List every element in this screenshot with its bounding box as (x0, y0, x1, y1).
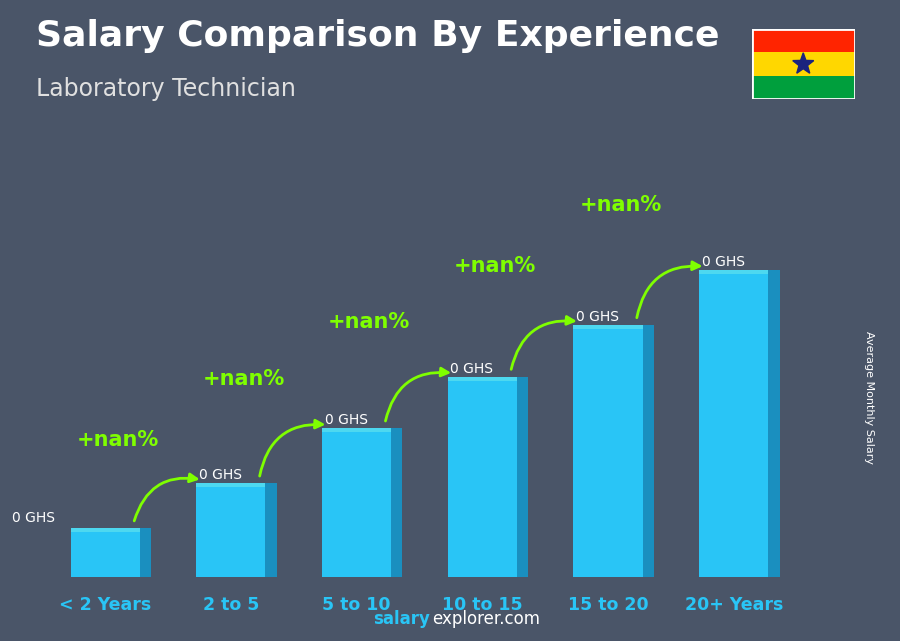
Text: salary: salary (374, 610, 430, 628)
Bar (322, 432, 392, 577)
Bar (517, 381, 528, 577)
Bar (643, 329, 654, 577)
Bar (447, 381, 517, 577)
Bar (573, 325, 643, 329)
Bar (643, 325, 654, 329)
Text: +nan%: +nan% (454, 256, 536, 276)
Bar (752, 76, 855, 99)
Bar (70, 528, 140, 532)
Bar (752, 29, 855, 53)
Text: 5 to 10: 5 to 10 (322, 596, 391, 614)
Bar (573, 329, 643, 577)
Text: 10 to 15: 10 to 15 (442, 596, 523, 614)
Bar (769, 274, 779, 577)
Text: < 2 Years: < 2 Years (59, 596, 151, 614)
Text: 0 GHS: 0 GHS (199, 468, 242, 482)
Text: Average Monthly Salary: Average Monthly Salary (863, 331, 874, 464)
Bar (699, 270, 769, 274)
Text: 0 GHS: 0 GHS (702, 255, 744, 269)
Text: explorer.com: explorer.com (432, 610, 540, 628)
Bar (70, 532, 140, 577)
Bar (769, 270, 779, 274)
Bar (140, 528, 151, 532)
Bar (196, 483, 266, 487)
Bar (196, 487, 266, 577)
Text: +nan%: +nan% (580, 196, 662, 215)
Bar (392, 432, 402, 577)
Text: Salary Comparison By Experience: Salary Comparison By Experience (36, 19, 719, 53)
Bar (517, 376, 528, 381)
Text: 0 GHS: 0 GHS (13, 512, 56, 525)
Text: Laboratory Technician: Laboratory Technician (36, 77, 296, 101)
Bar (266, 483, 276, 487)
Text: 0 GHS: 0 GHS (576, 310, 619, 324)
Bar (140, 532, 151, 577)
Bar (392, 428, 402, 432)
Bar (322, 428, 392, 432)
Bar (447, 376, 517, 381)
Text: +nan%: +nan% (328, 313, 410, 333)
Bar (699, 274, 769, 577)
Polygon shape (793, 53, 814, 73)
Text: +nan%: +nan% (76, 429, 158, 449)
Text: 15 to 20: 15 to 20 (568, 596, 648, 614)
Bar (752, 53, 855, 76)
Text: +nan%: +nan% (202, 369, 284, 389)
Text: 2 to 5: 2 to 5 (202, 596, 259, 614)
Text: 0 GHS: 0 GHS (325, 413, 367, 427)
Bar (266, 487, 276, 577)
Text: 0 GHS: 0 GHS (450, 362, 493, 376)
Text: 20+ Years: 20+ Years (685, 596, 783, 614)
